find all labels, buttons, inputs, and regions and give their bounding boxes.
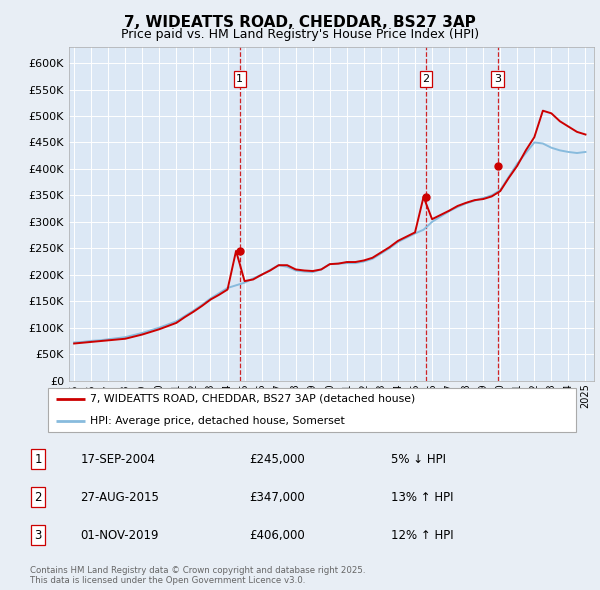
Text: Price paid vs. HM Land Registry's House Price Index (HPI): Price paid vs. HM Land Registry's House … — [121, 28, 479, 41]
Text: HPI: Average price, detached house, Somerset: HPI: Average price, detached house, Some… — [90, 416, 345, 426]
Text: 3: 3 — [494, 74, 501, 84]
Text: 2: 2 — [422, 74, 430, 84]
Text: 13% ↑ HPI: 13% ↑ HPI — [391, 490, 453, 504]
Text: 5% ↓ HPI: 5% ↓ HPI — [391, 453, 446, 466]
Text: 17-SEP-2004: 17-SEP-2004 — [80, 453, 155, 466]
Text: 12% ↑ HPI: 12% ↑ HPI — [391, 529, 453, 542]
Text: 3: 3 — [34, 529, 42, 542]
Text: 2: 2 — [34, 490, 42, 504]
Text: £245,000: £245,000 — [250, 453, 305, 466]
Text: 7, WIDEATTS ROAD, CHEDDAR, BS27 3AP: 7, WIDEATTS ROAD, CHEDDAR, BS27 3AP — [124, 15, 476, 30]
Text: 27-AUG-2015: 27-AUG-2015 — [80, 490, 159, 504]
Text: Contains HM Land Registry data © Crown copyright and database right 2025.
This d: Contains HM Land Registry data © Crown c… — [30, 566, 365, 585]
Text: 7, WIDEATTS ROAD, CHEDDAR, BS27 3AP (detached house): 7, WIDEATTS ROAD, CHEDDAR, BS27 3AP (det… — [90, 394, 415, 404]
Text: £406,000: £406,000 — [250, 529, 305, 542]
Text: £347,000: £347,000 — [250, 490, 305, 504]
Text: 1: 1 — [236, 74, 243, 84]
FancyBboxPatch shape — [48, 388, 576, 432]
Text: 1: 1 — [34, 453, 42, 466]
Text: 01-NOV-2019: 01-NOV-2019 — [80, 529, 159, 542]
